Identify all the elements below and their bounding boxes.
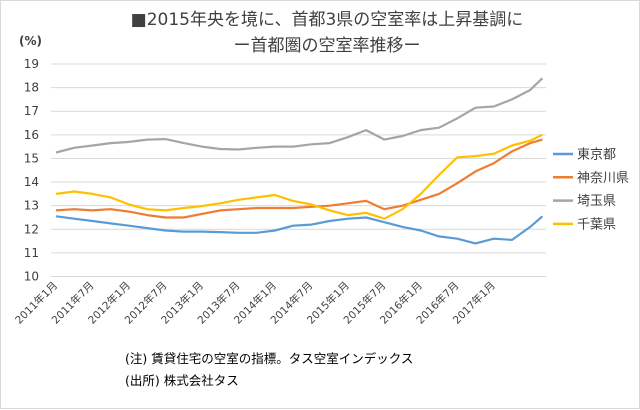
series-line-2 [55, 138, 543, 219]
y-tick-label: 10 [24, 270, 39, 284]
chart-title: ■2015年央を境に、首都3県の空室率は上昇基調に [131, 10, 524, 30]
y-tick-label: 18 [24, 81, 39, 95]
series-line-1 [55, 215, 544, 245]
chart-subtitle: ー首都圏の空室率推移ー [234, 36, 421, 56]
y-axis-unit: (%) [19, 34, 42, 48]
legend-label: 千葉県 [577, 217, 616, 232]
legend-label: 東京都 [577, 147, 616, 163]
y-tick-label: 13 [24, 199, 39, 213]
legend-label: 神奈川県 [577, 171, 629, 186]
y-tick-label: 16 [24, 128, 39, 142]
y-tick-label: 12 [24, 222, 39, 236]
y-tick-label: 11 [24, 246, 39, 260]
series-line-4 [55, 133, 543, 220]
legend-label: 埼玉県 [577, 194, 616, 209]
y-tick-label: 15 [24, 151, 39, 165]
series-line-3 [55, 77, 544, 154]
footnote-note: (注) 賃貸住宅の空室の指標。タス空室インデックス [125, 351, 413, 366]
y-tick-label: 19 [24, 57, 39, 71]
y-tick-label: 17 [24, 104, 39, 118]
y-tick-label: 14 [24, 175, 39, 189]
footnote-source: (出所) 株式会社タス [125, 373, 239, 388]
